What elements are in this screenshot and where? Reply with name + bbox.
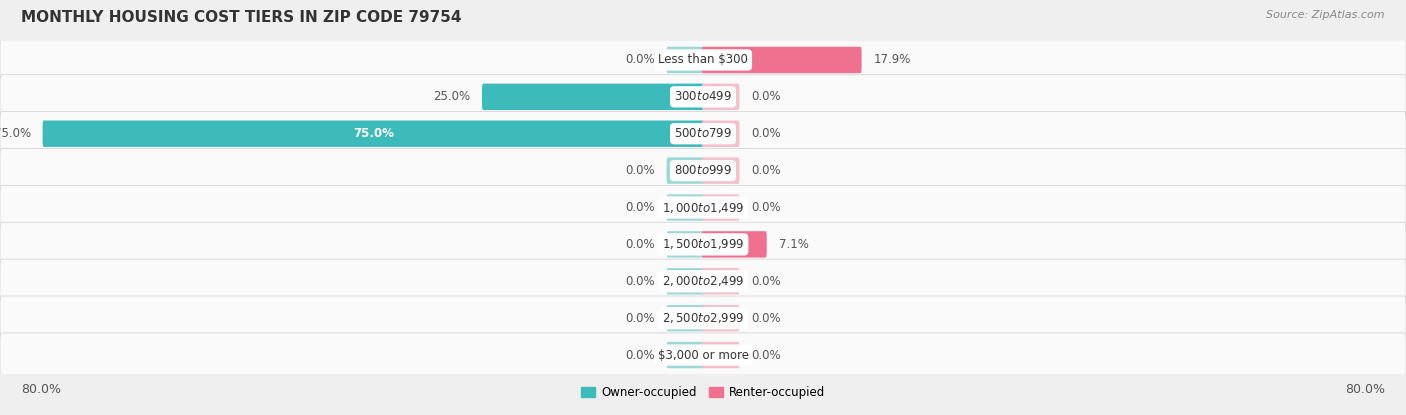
Text: 0.0%: 0.0% — [626, 238, 655, 251]
FancyBboxPatch shape — [666, 194, 704, 221]
Text: $1,500 to $1,999: $1,500 to $1,999 — [662, 237, 744, 251]
FancyBboxPatch shape — [702, 268, 740, 295]
Text: 0.0%: 0.0% — [626, 312, 655, 325]
Text: MONTHLY HOUSING COST TIERS IN ZIP CODE 79754: MONTHLY HOUSING COST TIERS IN ZIP CODE 7… — [21, 10, 461, 25]
Text: 75.0%: 75.0% — [353, 127, 394, 140]
Text: $2,500 to $2,999: $2,500 to $2,999 — [662, 311, 744, 325]
Text: Source: ZipAtlas.com: Source: ZipAtlas.com — [1267, 10, 1385, 20]
FancyBboxPatch shape — [0, 112, 1406, 156]
FancyBboxPatch shape — [666, 268, 704, 295]
FancyBboxPatch shape — [702, 47, 862, 73]
FancyBboxPatch shape — [0, 259, 1406, 303]
FancyBboxPatch shape — [702, 342, 740, 368]
Text: 80.0%: 80.0% — [21, 383, 60, 396]
Text: 0.0%: 0.0% — [751, 127, 780, 140]
Text: $3,000 or more: $3,000 or more — [658, 349, 748, 361]
Text: 0.0%: 0.0% — [626, 349, 655, 361]
FancyBboxPatch shape — [702, 84, 740, 110]
Text: 0.0%: 0.0% — [751, 201, 780, 214]
Text: $1,000 to $1,499: $1,000 to $1,499 — [662, 200, 744, 215]
FancyBboxPatch shape — [666, 305, 704, 331]
FancyBboxPatch shape — [0, 38, 1406, 82]
Text: 0.0%: 0.0% — [626, 201, 655, 214]
FancyBboxPatch shape — [666, 231, 704, 258]
Text: 0.0%: 0.0% — [751, 312, 780, 325]
Text: 0.0%: 0.0% — [626, 54, 655, 66]
FancyBboxPatch shape — [482, 84, 704, 110]
FancyBboxPatch shape — [0, 186, 1406, 229]
FancyBboxPatch shape — [42, 120, 704, 147]
Text: 0.0%: 0.0% — [751, 164, 780, 177]
Text: $500 to $799: $500 to $799 — [673, 127, 733, 140]
Text: 0.0%: 0.0% — [626, 275, 655, 288]
FancyBboxPatch shape — [0, 75, 1406, 119]
FancyBboxPatch shape — [702, 231, 766, 258]
Text: 17.9%: 17.9% — [873, 54, 911, 66]
Text: 7.1%: 7.1% — [779, 238, 808, 251]
FancyBboxPatch shape — [702, 120, 740, 147]
FancyBboxPatch shape — [702, 194, 740, 221]
FancyBboxPatch shape — [0, 333, 1406, 377]
FancyBboxPatch shape — [0, 222, 1406, 266]
Text: $2,000 to $2,499: $2,000 to $2,499 — [662, 274, 744, 288]
FancyBboxPatch shape — [666, 157, 704, 184]
Text: $300 to $499: $300 to $499 — [673, 90, 733, 103]
Legend: Owner-occupied, Renter-occupied: Owner-occupied, Renter-occupied — [576, 381, 830, 403]
FancyBboxPatch shape — [702, 305, 740, 331]
FancyBboxPatch shape — [666, 342, 704, 368]
FancyBboxPatch shape — [666, 47, 704, 73]
FancyBboxPatch shape — [702, 157, 740, 184]
Text: 25.0%: 25.0% — [433, 90, 470, 103]
Text: $800 to $999: $800 to $999 — [673, 164, 733, 177]
Text: 0.0%: 0.0% — [751, 275, 780, 288]
Text: 0.0%: 0.0% — [626, 164, 655, 177]
Text: 80.0%: 80.0% — [1346, 383, 1385, 396]
FancyBboxPatch shape — [0, 149, 1406, 193]
Text: Less than $300: Less than $300 — [658, 54, 748, 66]
Text: 0.0%: 0.0% — [751, 349, 780, 361]
Text: 0.0%: 0.0% — [751, 90, 780, 103]
FancyBboxPatch shape — [0, 296, 1406, 340]
Text: 75.0%: 75.0% — [0, 127, 31, 140]
